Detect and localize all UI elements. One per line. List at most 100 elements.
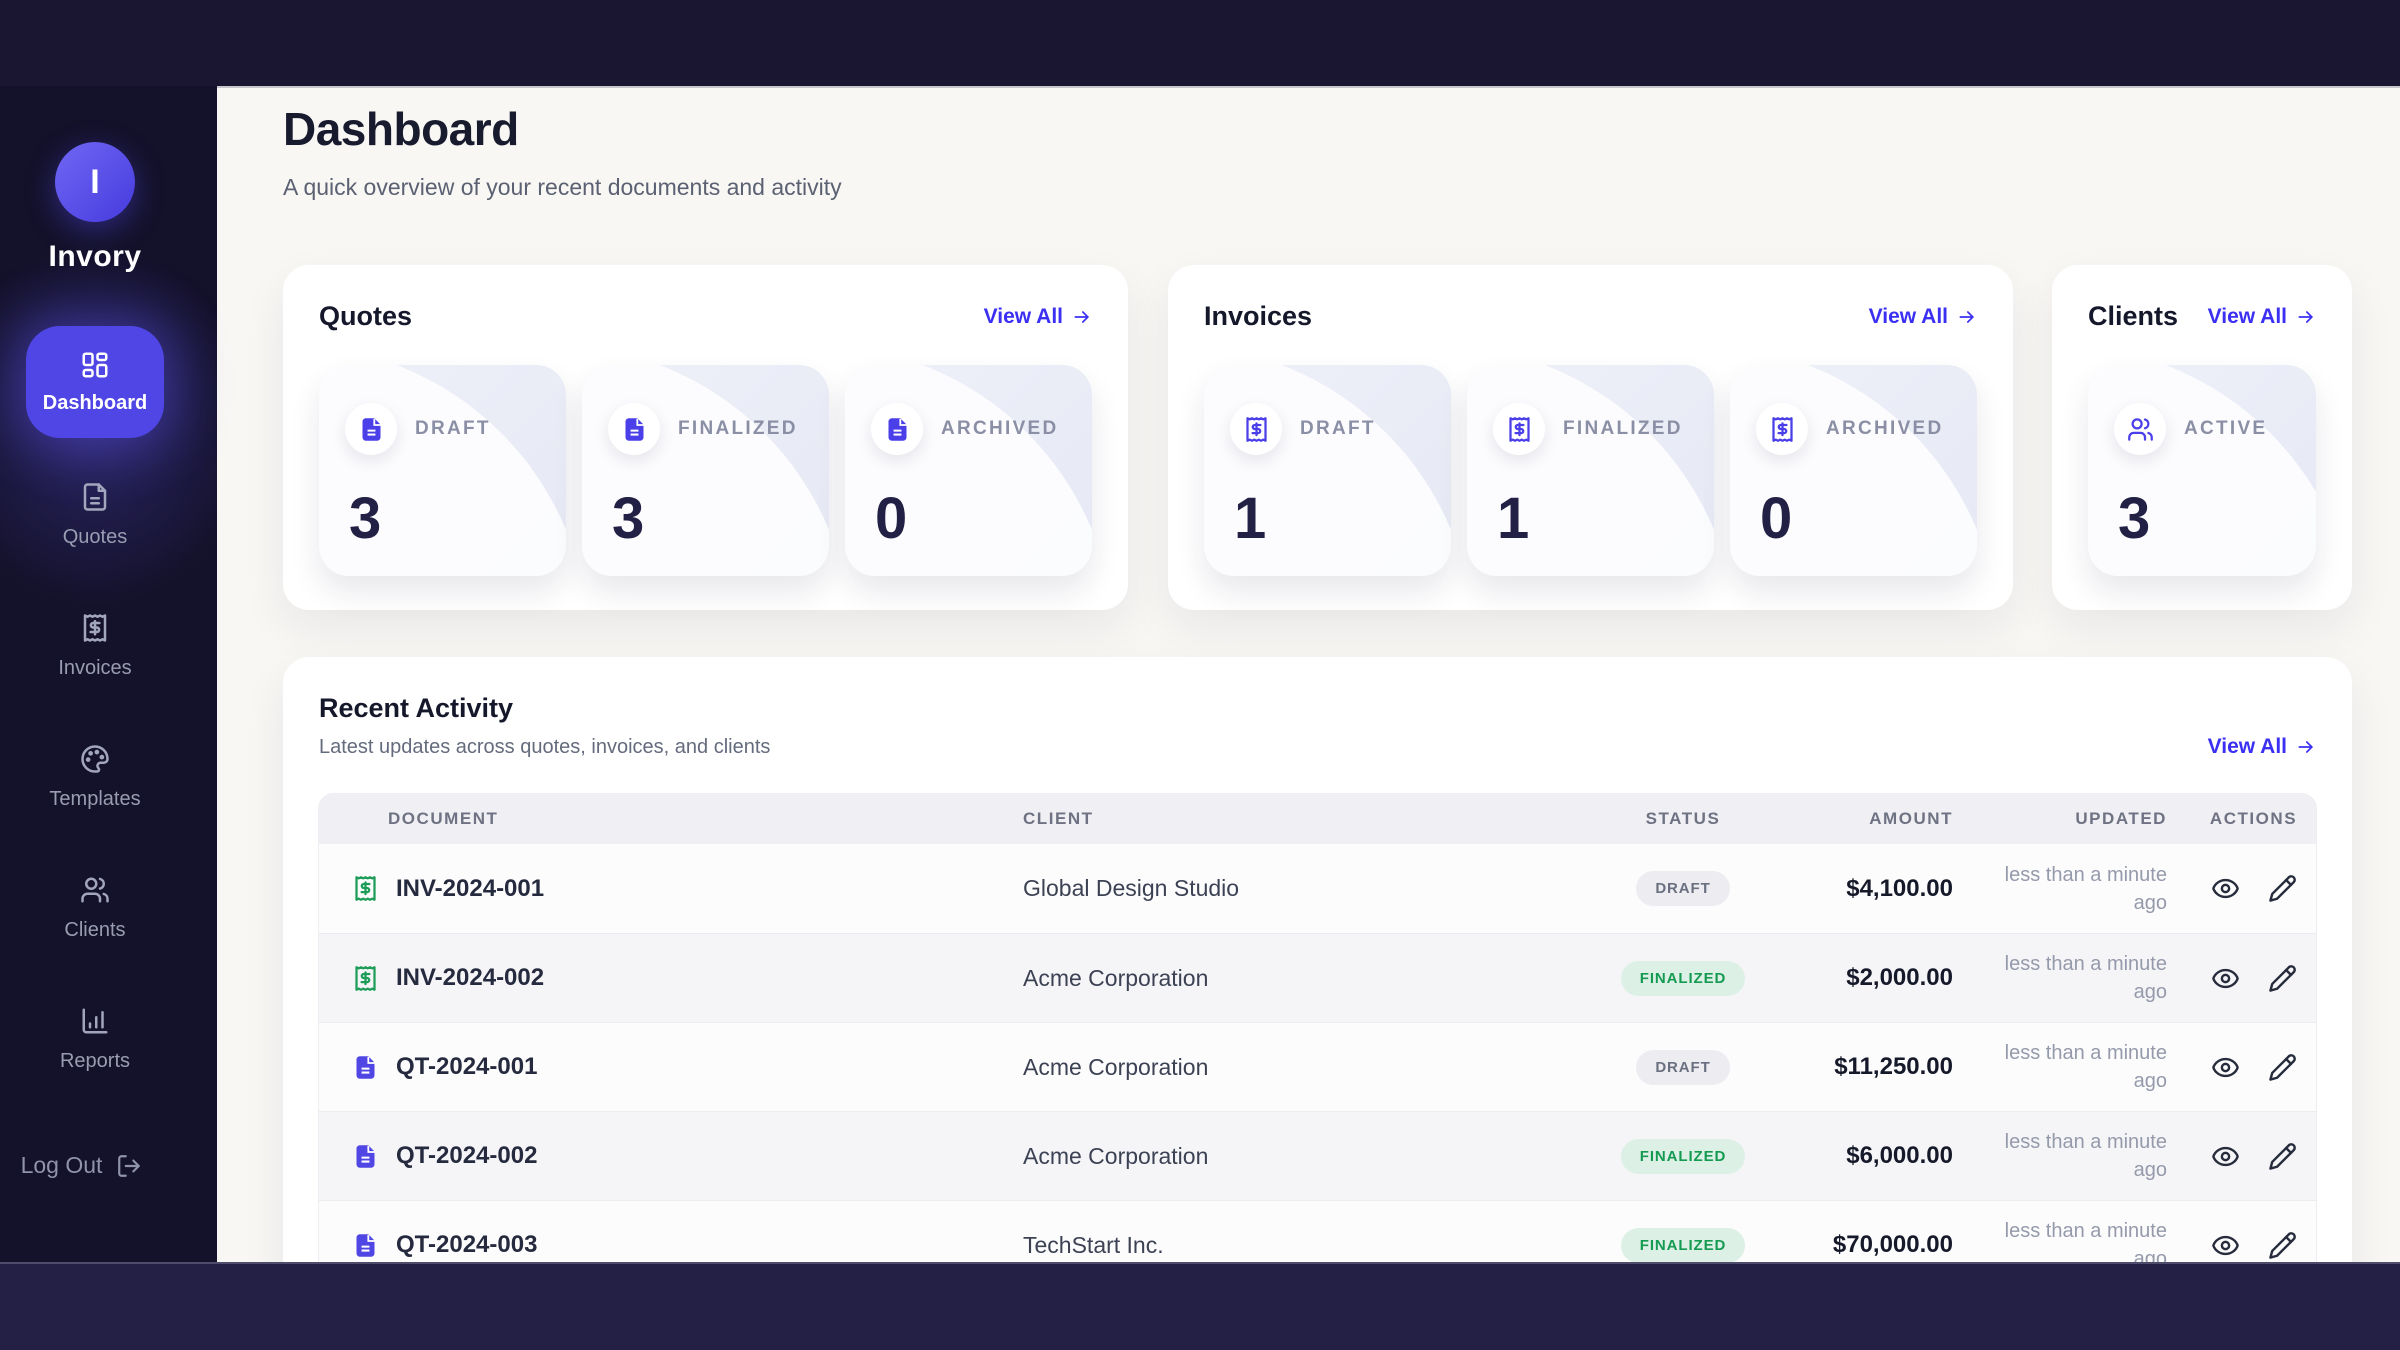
sidebar-item-quotes[interactable]: Quotes bbox=[63, 482, 127, 549]
stat-label: DRAFT bbox=[415, 418, 491, 439]
brand-logo: I bbox=[55, 142, 135, 222]
status-badge: DRAFT bbox=[1636, 871, 1730, 906]
status-badge: FINALIZED bbox=[1620, 1138, 1746, 1174]
stat-label: ACTIVE bbox=[2184, 418, 2268, 439]
table-row: INV-2024-002 Acme Corporation FINALIZED … bbox=[319, 933, 2316, 1022]
view-all-label: View All bbox=[983, 304, 1063, 328]
stat-tile-quotes-finalized: FINALIZED 3 bbox=[582, 365, 829, 576]
card-title: Invoices bbox=[1204, 301, 1313, 331]
updated-time: less than a minute ago bbox=[2004, 1131, 2167, 1181]
file-text-icon bbox=[608, 403, 660, 455]
stat-tile-invoices-finalized: FINALIZED 1 bbox=[1467, 365, 1714, 576]
page-subtitle: A quick overview of your recent document… bbox=[283, 174, 842, 200]
quotes-view-all-link[interactable]: View All bbox=[984, 305, 1092, 329]
client-name: Acme Corporation bbox=[1023, 1142, 1209, 1169]
status-badge: FINALIZED bbox=[1620, 1227, 1746, 1262]
sidebar-item-templates[interactable]: Templates bbox=[49, 744, 141, 811]
brand-initial: I bbox=[90, 162, 100, 201]
file-text-icon bbox=[352, 1232, 379, 1259]
stat-value: 1 bbox=[1234, 486, 1267, 551]
stat-tile-clients-active: ACTIVE 3 bbox=[2088, 365, 2316, 576]
edit-button[interactable] bbox=[2267, 963, 2297, 993]
view-button[interactable] bbox=[2210, 874, 2240, 904]
amount: $11,250.00 bbox=[1834, 1053, 1953, 1080]
brand-name: Invory bbox=[48, 240, 142, 273]
sidebar-item-label: Dashboard bbox=[42, 391, 148, 414]
file-text-icon bbox=[871, 403, 923, 455]
document-id: QT-2024-003 bbox=[396, 1231, 538, 1258]
stat-value: 1 bbox=[1497, 486, 1530, 551]
amount: $4,100.00 bbox=[1846, 874, 1953, 902]
view-button[interactable] bbox=[2210, 1052, 2240, 1082]
document-id: INV-2024-001 bbox=[396, 874, 545, 902]
file-text-icon bbox=[352, 1054, 379, 1081]
sidebar-item-clients[interactable]: Clients bbox=[64, 875, 126, 942]
sidebar-item-label: Invoices bbox=[58, 657, 132, 679]
stat-tile-quotes-draft: DRAFT 3 bbox=[319, 365, 566, 576]
users-icon bbox=[2114, 403, 2166, 455]
logout-icon bbox=[116, 1153, 142, 1179]
view-all-label: View All bbox=[2207, 735, 2287, 758]
clients-view-all-link[interactable]: View All bbox=[2208, 305, 2316, 329]
column-header-document: DOCUMENT bbox=[388, 809, 499, 828]
edit-button[interactable] bbox=[2267, 1052, 2297, 1082]
stat-label: ARCHIVED bbox=[1826, 418, 1944, 439]
activity-view-all-link[interactable]: View All bbox=[2208, 735, 2316, 759]
amount: $70,000.00 bbox=[1832, 1231, 1953, 1258]
view-button[interactable] bbox=[2210, 1230, 2240, 1260]
sidebar-nav: Dashboard Quotes Invoices Templates Clie… bbox=[0, 326, 190, 1137]
view-button[interactable] bbox=[2210, 963, 2240, 993]
table-row: QT-2024-001 Acme Corporation DRAFT $11,2… bbox=[319, 1022, 2316, 1111]
view-all-label: View All bbox=[2207, 304, 2287, 328]
sidebar: I Invory Dashboard Quotes Invoices bbox=[0, 86, 217, 1262]
receipt-icon bbox=[352, 875, 379, 902]
stat-label: ARCHIVED bbox=[941, 418, 1059, 439]
stat-value: 3 bbox=[2118, 486, 2151, 551]
amount: $6,000.00 bbox=[1846, 1142, 1953, 1169]
table-row: INV-2024-001 Global Design Studio DRAFT … bbox=[319, 844, 2316, 933]
sidebar-item-label: Reports bbox=[59, 1050, 131, 1072]
view-button[interactable] bbox=[2210, 1141, 2240, 1171]
updated-time: less than a minute ago bbox=[2004, 863, 2167, 914]
status-badge: FINALIZED bbox=[1620, 960, 1746, 996]
edit-button[interactable] bbox=[2267, 1230, 2297, 1260]
eye-icon bbox=[2211, 874, 2240, 903]
column-header-status: STATUS bbox=[1645, 809, 1721, 828]
document-id: INV-2024-002 bbox=[396, 964, 545, 991]
edit-button[interactable] bbox=[2267, 1141, 2297, 1171]
amount: $2,000.00 bbox=[1846, 964, 1953, 991]
invoices-view-all-link[interactable]: View All bbox=[1869, 305, 1977, 329]
edit-button[interactable] bbox=[2267, 874, 2297, 904]
card-title: Quotes bbox=[319, 301, 413, 331]
pencil-icon bbox=[2268, 1231, 2297, 1260]
eye-icon bbox=[2211, 1053, 2240, 1082]
logout-button[interactable]: Log Out bbox=[0, 1152, 163, 1179]
card-title: Clients bbox=[2088, 301, 2179, 331]
file-text-icon bbox=[352, 1143, 379, 1170]
pencil-icon bbox=[2268, 1142, 2297, 1171]
page-title: Dashboard bbox=[283, 103, 519, 155]
sidebar-item-label: Quotes bbox=[62, 526, 128, 548]
stat-value: 3 bbox=[612, 486, 645, 551]
stat-tile-quotes-archived: ARCHIVED 0 bbox=[845, 365, 1092, 576]
stat-label: DRAFT bbox=[1300, 418, 1376, 439]
arrow-right-icon bbox=[1072, 307, 1092, 327]
client-name: Acme Corporation bbox=[1023, 964, 1209, 991]
invoices-summary-card: Invoices View All DRAFT 1 F bbox=[1168, 265, 2013, 610]
sidebar-item-label: Clients bbox=[64, 919, 126, 941]
main-content: Dashboard A quick overview of your recen… bbox=[217, 86, 2400, 1262]
table-row: QT-2024-003 TechStart Inc. FINALIZED $70… bbox=[319, 1200, 2316, 1262]
view-all-label: View All bbox=[1868, 304, 1948, 328]
sidebar-item-invoices[interactable]: Invoices bbox=[58, 613, 132, 680]
sidebar-item-dashboard[interactable]: Dashboard bbox=[26, 326, 164, 438]
status-badge: DRAFT bbox=[1636, 1049, 1730, 1085]
bottom-bar bbox=[0, 1262, 2400, 1350]
stat-tile-invoices-draft: DRAFT 1 bbox=[1204, 365, 1451, 576]
logout-label: Log Out bbox=[20, 1152, 103, 1178]
sidebar-item-reports[interactable]: Reports bbox=[60, 1006, 130, 1073]
users-icon bbox=[80, 875, 110, 905]
eye-icon bbox=[2211, 1142, 2240, 1171]
recent-activity-card: Recent Activity Latest updates across qu… bbox=[283, 657, 2352, 1262]
file-text-icon bbox=[80, 482, 110, 512]
